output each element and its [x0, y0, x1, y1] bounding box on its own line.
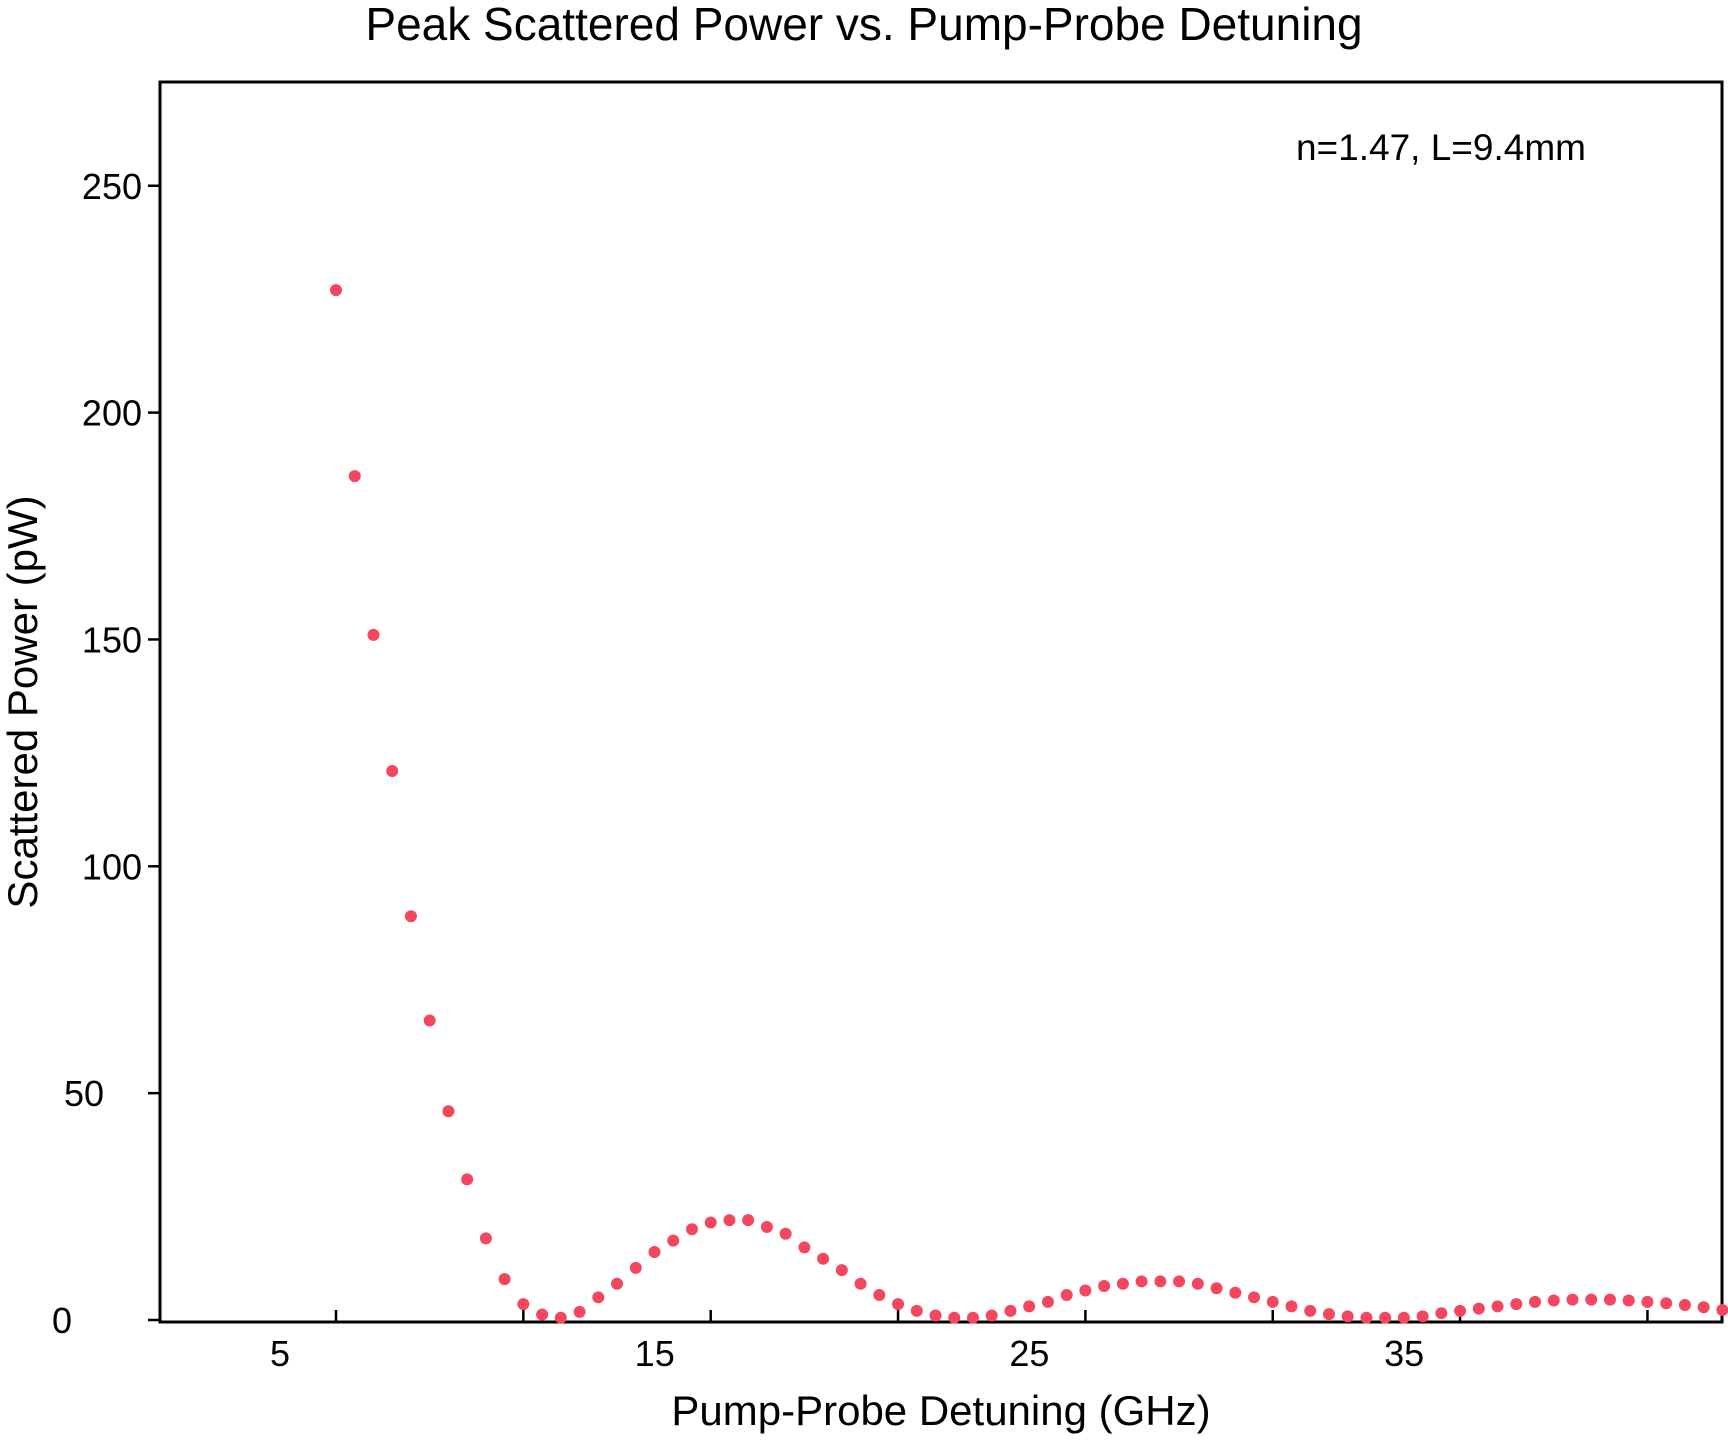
- data-point: [1004, 1304, 1017, 1317]
- y-tick-label: 200: [82, 393, 142, 434]
- data-point: [948, 1311, 961, 1324]
- data-point: [798, 1241, 811, 1254]
- data-point: [1229, 1286, 1242, 1299]
- data-point: [910, 1304, 923, 1317]
- data-point: [966, 1311, 979, 1324]
- data-point: [1098, 1279, 1111, 1292]
- x-tick-label: 35: [1384, 1333, 1424, 1374]
- y-tick-label: 100: [82, 846, 142, 887]
- data-point: [536, 1308, 549, 1321]
- data-point: [423, 1014, 436, 1027]
- data-point: [1341, 1310, 1354, 1323]
- data-point: [611, 1277, 624, 1290]
- y-tick-label: 250: [82, 166, 142, 207]
- y-tick-label: 50: [64, 1073, 104, 1114]
- data-point: [573, 1305, 586, 1318]
- data-point: [667, 1234, 680, 1247]
- data-point: [648, 1245, 661, 1258]
- y-axis: 0 50 100 150 200 250: [52, 166, 160, 1341]
- chart-annotation: n=1.47, L=9.4mm: [1296, 127, 1586, 168]
- data-point: [1116, 1277, 1129, 1290]
- data-point: [1379, 1311, 1392, 1324]
- data-point: [1210, 1282, 1223, 1295]
- data-point: [685, 1223, 698, 1236]
- data-point: [1248, 1291, 1261, 1304]
- data-point: [1416, 1310, 1429, 1323]
- data-point: [817, 1252, 830, 1265]
- data-point: [985, 1309, 998, 1322]
- data-point: [1304, 1304, 1317, 1317]
- data-point: [517, 1298, 530, 1311]
- data-point: [1547, 1294, 1560, 1307]
- data-point: [367, 628, 380, 641]
- data-point: [1716, 1304, 1728, 1317]
- data-point: [442, 1105, 455, 1118]
- data-point: [1622, 1294, 1635, 1307]
- data-point: [1510, 1298, 1523, 1311]
- data-point: [1697, 1301, 1710, 1314]
- data-point: [1660, 1297, 1673, 1310]
- data-point: [779, 1227, 792, 1240]
- chart-title: Peak Scattered Power vs. Pump-Probe Detu…: [365, 0, 1362, 50]
- data-point: [479, 1232, 492, 1245]
- y-tick-label: 0: [52, 1300, 72, 1341]
- x-tick-label: 15: [635, 1333, 675, 1374]
- x-axis-label: Pump-Probe Detuning (GHz): [671, 1387, 1210, 1434]
- data-point: [854, 1277, 867, 1290]
- data-point: [1641, 1295, 1654, 1308]
- data-point: [1585, 1293, 1598, 1306]
- x-axis: 5 15 25 35: [270, 1310, 1649, 1374]
- data-point: [1023, 1300, 1036, 1313]
- data-point: [1135, 1275, 1148, 1288]
- data-point: [592, 1291, 605, 1304]
- data-point: [1266, 1295, 1279, 1308]
- data-point: [461, 1173, 474, 1186]
- data-point: [1041, 1295, 1054, 1308]
- y-tick-label: 150: [82, 619, 142, 660]
- data-point: [1191, 1277, 1204, 1290]
- data-point: [892, 1298, 905, 1311]
- data-point: [386, 765, 399, 778]
- data-point: [498, 1273, 511, 1286]
- data-point: [1322, 1308, 1335, 1321]
- data-point: [1472, 1302, 1485, 1315]
- data-point: [1603, 1293, 1616, 1306]
- data-point: [404, 910, 417, 923]
- x-tick-label: 5: [270, 1333, 290, 1374]
- data-point: [1566, 1293, 1579, 1306]
- data-point: [1154, 1275, 1167, 1288]
- data-point: [1360, 1311, 1373, 1324]
- data-point: [1435, 1307, 1448, 1320]
- data-point: [330, 284, 342, 297]
- data-point: [760, 1220, 773, 1233]
- x-tick-label: 25: [1009, 1333, 1049, 1374]
- data-point: [1397, 1311, 1410, 1324]
- data-point: [1173, 1275, 1186, 1288]
- data-point: [1285, 1300, 1298, 1313]
- data-point: [723, 1214, 736, 1227]
- data-point: [1079, 1284, 1092, 1297]
- data-point: [929, 1309, 942, 1322]
- data-point: [1529, 1295, 1542, 1308]
- data-point: [1678, 1299, 1691, 1312]
- data-point: [554, 1311, 567, 1324]
- data-point: [629, 1261, 642, 1274]
- data-point: [1454, 1304, 1467, 1317]
- data-point: [348, 470, 361, 483]
- data-point: [704, 1216, 717, 1229]
- plot-frame: [158, 80, 1724, 1324]
- data-point: [1060, 1289, 1073, 1302]
- data-point: [1491, 1300, 1504, 1313]
- y-axis-label: Scattered Power (pW): [0, 495, 46, 908]
- data-points: [330, 284, 1728, 1324]
- data-point: [742, 1214, 755, 1227]
- data-point: [873, 1289, 886, 1302]
- data-point: [835, 1264, 848, 1277]
